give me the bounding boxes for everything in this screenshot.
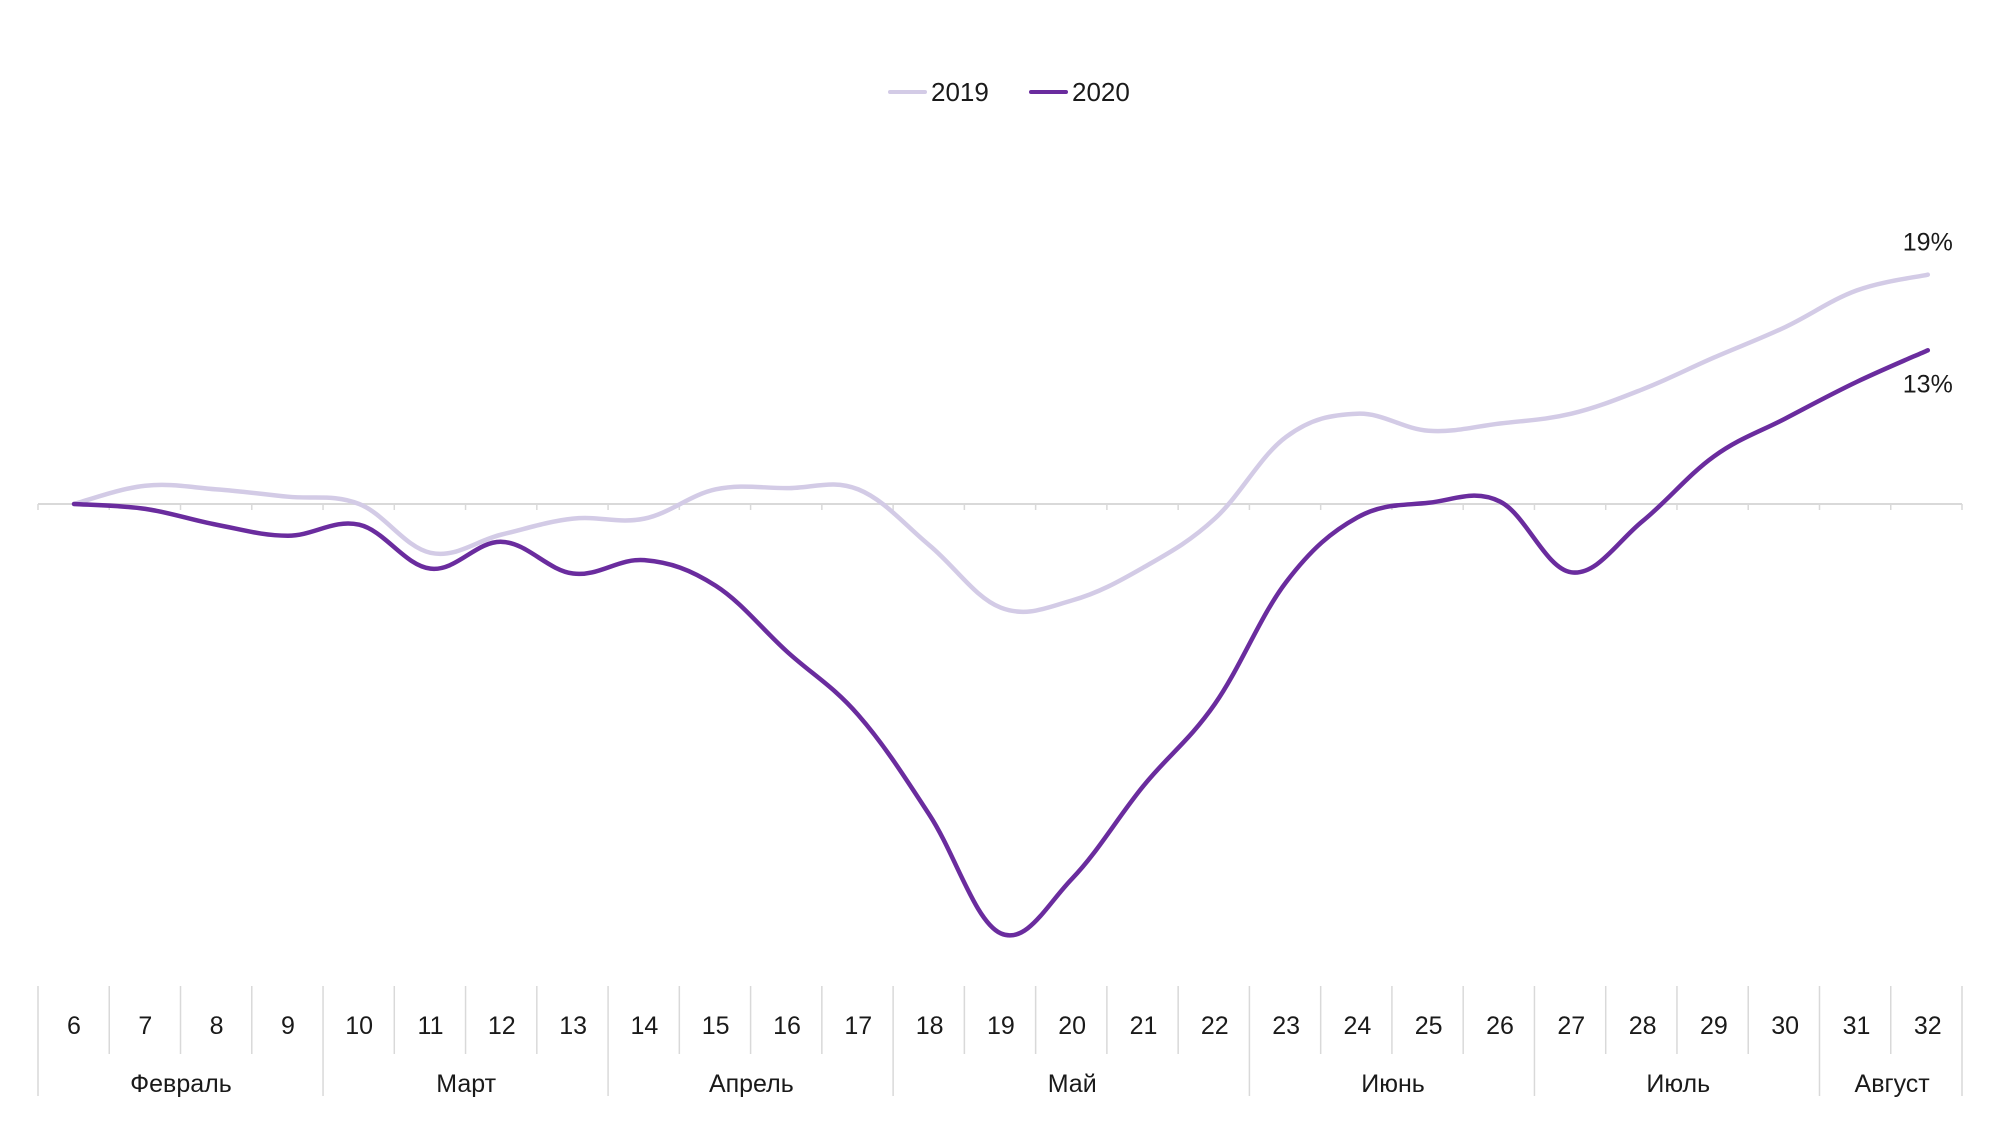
x-tick-label: 20 bbox=[1058, 1012, 1086, 1040]
month-label: Июль bbox=[1646, 1070, 1710, 1098]
legend-label-2019: 2019 bbox=[931, 77, 989, 107]
legend-label-2020: 2020 bbox=[1072, 77, 1130, 107]
x-tick-label: 24 bbox=[1343, 1012, 1371, 1040]
x-tick-label: 10 bbox=[345, 1012, 373, 1040]
x-tick-label: 11 bbox=[418, 1012, 444, 1040]
x-tick-label: 31 bbox=[1843, 1012, 1871, 1040]
x-tick-label: 21 bbox=[1130, 1012, 1158, 1040]
x-tick-label: 26 bbox=[1486, 1012, 1514, 1040]
x-tick-label: 25 bbox=[1415, 1012, 1443, 1040]
x-tick-label: 23 bbox=[1272, 1012, 1300, 1040]
x-tick-label: 9 bbox=[281, 1012, 295, 1040]
x-tick-label: 32 bbox=[1914, 1012, 1942, 1040]
month-label: Август bbox=[1855, 1070, 1931, 1098]
x-tick-label: 15 bbox=[702, 1012, 730, 1040]
month-labels: Февраль Март Апрель Май Июнь Июль Август bbox=[130, 1070, 1930, 1098]
series-line-2020 bbox=[71, 348, 1931, 938]
x-axis bbox=[37, 503, 1963, 1096]
month-label: Февраль bbox=[130, 1070, 232, 1098]
month-label: Май bbox=[1048, 1070, 1097, 1098]
x-tick-label: 29 bbox=[1700, 1012, 1728, 1040]
x-tick-label: 17 bbox=[844, 1012, 872, 1040]
x-tick-label: 14 bbox=[630, 1012, 658, 1040]
month-label: Июнь bbox=[1361, 1070, 1425, 1098]
x-tick-label: 8 bbox=[210, 1012, 224, 1040]
x-tick-label: 13 bbox=[559, 1012, 587, 1040]
x-tick-label: 7 bbox=[138, 1012, 152, 1040]
end-label-2020: 13% bbox=[1903, 370, 1953, 398]
month-label: Апрель bbox=[709, 1070, 794, 1098]
month-label: Март bbox=[436, 1070, 496, 1098]
chart-legend: 2019 2020 bbox=[888, 77, 1130, 107]
x-tick-label: 28 bbox=[1629, 1012, 1657, 1040]
x-tick-label: 19 bbox=[987, 1012, 1015, 1040]
x-tick-label: 6 bbox=[67, 1012, 81, 1040]
x-tick-label: 12 bbox=[488, 1012, 516, 1040]
series-group bbox=[71, 272, 1931, 938]
x-tick-label: 16 bbox=[773, 1012, 801, 1040]
x-tick-labels: 6 7 8 9 10 11 12 13 14 15 16 17 18 19 20 21 22 23 24 25 26 27… bbox=[67, 1012, 1942, 1040]
end-label-2019: 19% bbox=[1903, 229, 1953, 257]
series-line-2019 bbox=[71, 272, 1931, 615]
x-tick-label: 30 bbox=[1771, 1012, 1799, 1040]
x-tick-label: 22 bbox=[1201, 1012, 1229, 1040]
end-value-labels: 19% 13% bbox=[1903, 229, 1953, 399]
x-tick-label: 27 bbox=[1557, 1012, 1585, 1040]
x-tick-label: 18 bbox=[916, 1012, 944, 1040]
